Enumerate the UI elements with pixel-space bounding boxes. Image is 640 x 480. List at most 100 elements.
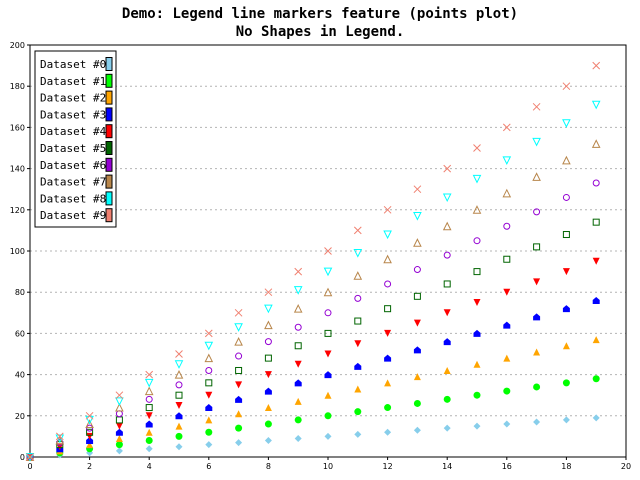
data-point — [503, 222, 511, 230]
data-point — [353, 271, 363, 280]
data-point — [324, 329, 332, 337]
data-point — [86, 437, 94, 445]
data-point — [413, 185, 422, 194]
data-point — [562, 268, 570, 276]
data-point — [473, 360, 481, 368]
data-point — [55, 432, 64, 441]
data-point — [533, 243, 541, 251]
data-point — [442, 193, 452, 203]
data-point — [115, 402, 124, 412]
data-point — [204, 341, 214, 351]
data-point — [383, 205, 392, 214]
data-point — [592, 296, 600, 304]
data-point — [324, 350, 332, 358]
data-point — [503, 387, 511, 395]
data-point — [354, 294, 362, 302]
y-tick-label: 40 — [15, 371, 25, 380]
data-point — [384, 379, 392, 387]
data-point — [354, 317, 362, 325]
x-tick-label: 2 — [87, 462, 92, 471]
data-point — [264, 338, 272, 346]
data-point — [591, 100, 601, 110]
data-point — [324, 412, 332, 420]
legend-label: Dataset #4 — [40, 125, 107, 138]
data-point — [592, 336, 600, 344]
y-tick-label: 180 — [10, 82, 25, 91]
chart-title: Demo: Legend line markers feature (point… — [122, 6, 518, 22]
data-point — [86, 432, 94, 440]
data-point — [354, 430, 362, 438]
data-point — [532, 172, 541, 181]
x-tick-label: 16 — [502, 462, 512, 471]
data-point — [502, 123, 511, 132]
data-point — [503, 321, 511, 329]
legend-label: Dataset #8 — [40, 192, 106, 205]
data-point — [413, 346, 421, 354]
data-point — [145, 404, 153, 412]
data-point — [145, 412, 153, 420]
data-point — [532, 137, 541, 147]
data-point — [264, 354, 272, 362]
x-tick-label: 12 — [383, 462, 393, 471]
data-point — [235, 410, 243, 418]
series-points — [26, 336, 600, 461]
data-point — [205, 441, 213, 449]
data-point — [86, 424, 94, 432]
data-point — [115, 416, 123, 424]
data-point — [175, 402, 183, 409]
data-point — [175, 422, 183, 430]
data-point — [235, 439, 243, 447]
data-point — [413, 399, 421, 407]
data-point — [473, 268, 481, 276]
data-point — [473, 422, 481, 430]
data-point — [562, 231, 570, 239]
data-point — [503, 255, 511, 263]
legend-swatch — [105, 57, 113, 71]
legend-label: Dataset #5 — [40, 142, 106, 155]
data-point — [473, 329, 481, 337]
legend-swatch — [105, 157, 113, 172]
data-point — [205, 404, 213, 412]
data-point — [442, 221, 452, 231]
x-tick-label: 14 — [442, 462, 452, 471]
data-point — [592, 218, 600, 226]
data-point — [294, 397, 302, 405]
data-point — [294, 379, 302, 387]
data-point — [115, 434, 123, 442]
data-point — [562, 305, 570, 313]
data-point — [413, 266, 421, 274]
data-point — [294, 342, 302, 350]
data-point — [353, 226, 362, 235]
data-point — [443, 395, 451, 403]
data-point — [473, 299, 481, 306]
y-tick-label: 20 — [15, 412, 25, 421]
data-point — [384, 354, 392, 362]
series-points — [26, 61, 601, 461]
data-point — [324, 391, 332, 399]
data-point — [294, 323, 302, 331]
legend-swatch — [105, 191, 113, 206]
legend-swatch — [105, 141, 113, 155]
data-point — [25, 453, 35, 462]
data-point — [294, 360, 302, 368]
data-point — [532, 102, 541, 111]
data-point — [443, 164, 452, 173]
data-point — [86, 428, 94, 436]
data-point — [205, 366, 213, 374]
data-point — [234, 323, 243, 332]
legend-label: Dataset #1 — [40, 75, 106, 88]
data-point — [533, 313, 541, 321]
data-point — [175, 412, 183, 420]
data-point — [443, 424, 451, 432]
data-point — [115, 428, 123, 436]
data-point — [175, 350, 183, 358]
y-tick-label: 140 — [10, 165, 25, 174]
data-point — [354, 408, 362, 416]
data-point — [384, 305, 392, 313]
y-tick-label: 0 — [20, 453, 25, 462]
legend: Dataset #0 Dataset #1 Dataset #2 Dataset #3… — [34, 50, 117, 228]
x-tick-label: 0 — [27, 462, 32, 471]
data-point — [502, 188, 512, 198]
data-point — [353, 249, 363, 258]
